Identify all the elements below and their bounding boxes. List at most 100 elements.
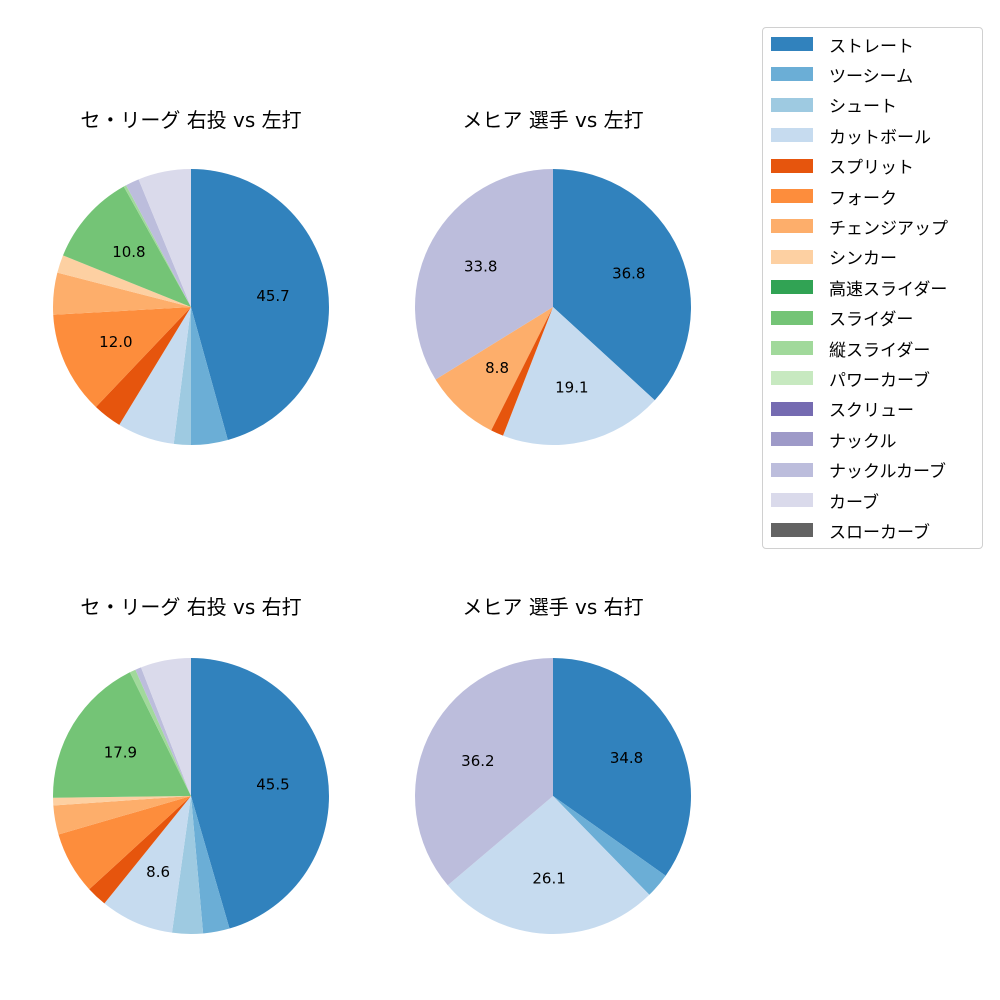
- slice-value-label: 12.0: [99, 333, 132, 351]
- legend-label: カーブ: [829, 492, 879, 513]
- pie-slice: [53, 307, 192, 408]
- pie-slice: [63, 186, 191, 307]
- legend-label: シンカー: [829, 249, 897, 270]
- legend-item: フォーク: [771, 186, 897, 209]
- legend-swatch: [771, 97, 813, 112]
- legend-swatch: [771, 158, 813, 173]
- pie-slice: [57, 255, 191, 307]
- legend-item: ナックルカーブ: [771, 460, 946, 483]
- legend-item: シンカー: [771, 247, 897, 270]
- chart-title: セ・リーグ 右投 vs 右打: [80, 595, 302, 619]
- legend: ストレートツーシームシュートカットボール スプリットフォークチェンジアップ シンカー…: [762, 27, 983, 549]
- slice-value-label: 33.8: [464, 258, 497, 276]
- legend-item: 縦スライダー: [771, 338, 931, 361]
- pie-slice: [191, 658, 330, 929]
- pie-slice: [171, 796, 204, 934]
- pie-slice: [95, 307, 191, 425]
- slice-value-label: 26.1: [532, 870, 565, 888]
- legend-label: スローカーブ: [829, 522, 930, 543]
- legend-label: パワーカーブ: [829, 370, 930, 391]
- legend-swatch: [771, 493, 813, 507]
- legend-swatch: [771, 432, 813, 447]
- pie-slice: [191, 169, 329, 440]
- pie-slice: [53, 672, 191, 798]
- legend-item: ストレート: [771, 34, 914, 57]
- pie-slice: [435, 307, 553, 431]
- pie-slice: [191, 307, 228, 445]
- legend-label: スクリュー: [829, 401, 914, 422]
- legend-label: スライダー: [829, 310, 914, 331]
- pie-slice: [173, 307, 191, 445]
- pie-slice: [138, 169, 191, 307]
- legend-label: カットボール: [829, 127, 931, 148]
- legend-label: スプリット: [829, 158, 914, 179]
- legend-item: カットボール: [771, 125, 931, 148]
- pie-slice: [53, 796, 191, 806]
- legend-item: スプリット: [771, 156, 914, 179]
- pie-slice: [447, 796, 650, 934]
- legend-swatch: [771, 523, 813, 538]
- legend-label: チェンジアップ: [829, 218, 948, 239]
- pie-slice: [503, 307, 655, 445]
- legend-swatch: [771, 67, 813, 82]
- pie-slice: [89, 796, 191, 904]
- legend-swatch: [771, 341, 813, 355]
- legend-item: シュート: [771, 95, 897, 118]
- slice-value-label: 36.2: [461, 752, 494, 770]
- legend-item: ナックル: [771, 429, 897, 452]
- legend-swatch: [771, 189, 813, 203]
- pie-slice: [415, 169, 553, 380]
- legend-swatch: [771, 310, 813, 325]
- pie-slice: [553, 796, 666, 895]
- slice-value-label: 45.7: [256, 287, 289, 305]
- pie-chart: 34.8 26.1 36.2: [415, 658, 692, 934]
- legend-item: スクリュー: [771, 399, 914, 422]
- legend-label: フォーク: [829, 188, 897, 209]
- pie-slice: [53, 796, 192, 835]
- legend-label: ストレート: [829, 36, 914, 57]
- legend-swatch: [771, 249, 813, 264]
- pie-slice: [191, 796, 230, 934]
- pie-slice: [553, 658, 692, 876]
- legend-item: スライダー: [771, 308, 914, 331]
- pie-slice: [491, 307, 553, 436]
- slice-value-label: 19.1: [555, 379, 588, 397]
- legend-swatch: [771, 219, 813, 234]
- chart-title: セ・リーグ 右投 vs 左打: [80, 108, 302, 132]
- legend-swatch: [771, 280, 813, 295]
- pie-chart: 45.7 12.0 10.8: [53, 169, 329, 445]
- slice-value-label: 10.8: [112, 243, 145, 261]
- legend-item: カーブ: [771, 490, 879, 513]
- chart-title: メヒア 選手 vs 左打: [462, 108, 644, 132]
- legend-swatch: [771, 128, 813, 143]
- pie-slice: [58, 796, 191, 890]
- pie-slice: [553, 169, 691, 401]
- pie-slice: [415, 658, 553, 886]
- legend-label: 縦スライダー: [829, 340, 931, 361]
- chart-title: メヒア 選手 vs 右打: [462, 595, 644, 619]
- slice-value-label: 36.8: [612, 265, 645, 283]
- pie-slice: [53, 272, 191, 315]
- pie-slice: [119, 307, 191, 444]
- legend-swatch: [771, 37, 813, 51]
- pie-slice: [104, 796, 191, 933]
- legend-label: ツーシーム: [829, 66, 914, 87]
- slice-value-label: 8.6: [146, 863, 170, 881]
- legend-item: パワーカーブ: [771, 368, 930, 391]
- pie-chart: 36.8 19.1 8.8 33.8: [415, 169, 691, 445]
- pie-slice: [135, 667, 191, 796]
- legend-label: シュート: [829, 97, 897, 118]
- legend-item: スローカーブ: [771, 520, 930, 543]
- legend-item: 高速スライダー: [771, 277, 947, 300]
- legend-item: ツーシーム: [771, 64, 914, 87]
- legend-swatch: [771, 462, 813, 477]
- legend-swatch: [771, 371, 813, 386]
- legend-label: ナックル: [829, 431, 897, 452]
- legend-item: チェンジアップ: [771, 216, 948, 239]
- pie-slice: [129, 669, 191, 796]
- pie-slice: [141, 658, 191, 796]
- pie-slice: [126, 179, 191, 307]
- legend-swatch: [771, 401, 813, 416]
- legend-label: ナックルカーブ: [829, 462, 946, 483]
